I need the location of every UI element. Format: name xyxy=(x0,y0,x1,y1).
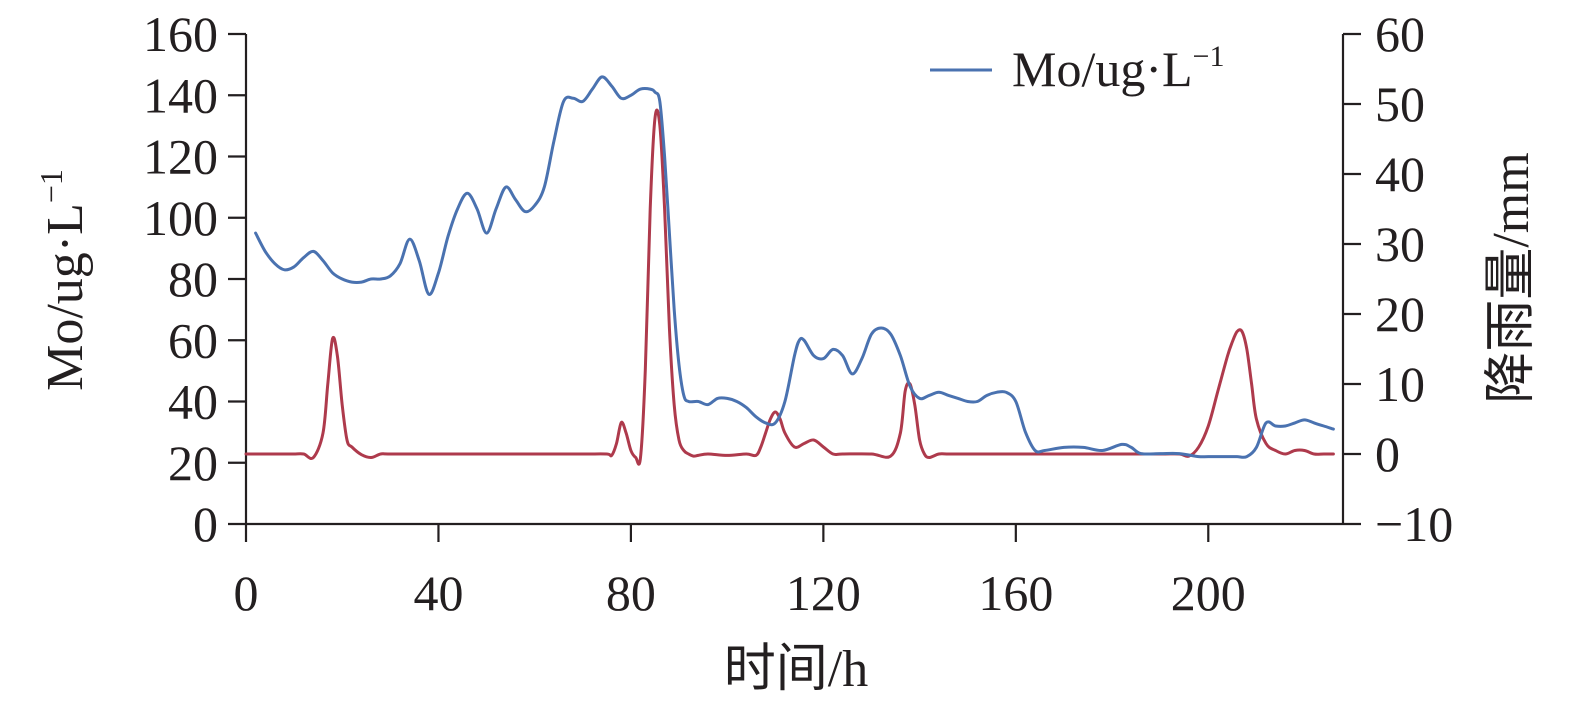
x-tick-label: 40 xyxy=(413,565,463,621)
axes: 0 40 80 120 160 200020406080100120140160−1001… xyxy=(143,6,1453,621)
x-tick-label: 120 xyxy=(786,565,861,621)
y-left-tick-label: 100 xyxy=(143,190,218,246)
x-tick-label: 0 xyxy=(234,565,259,621)
y-left-tick-label: 20 xyxy=(168,435,218,491)
y-right-tick-label: 0 xyxy=(1375,426,1400,482)
x-axis-title: 时间/h xyxy=(724,641,868,698)
y-left-tick-label: 80 xyxy=(168,251,218,307)
x-tick-label: 160 xyxy=(978,565,1053,621)
y-left-tick-label: 160 xyxy=(143,6,218,62)
y-axis-right-title: 降雨量/mm xyxy=(1483,152,1540,403)
y-right-tick-label: 60 xyxy=(1375,6,1425,62)
y-left-tick-label: 120 xyxy=(143,129,218,185)
series-layer xyxy=(244,75,1335,466)
x-tick-label: 200 xyxy=(1171,565,1246,621)
y-left-tick-label: 140 xyxy=(143,67,218,123)
legend-label-mo: Mo/ug·L−1 xyxy=(1012,40,1224,97)
y-axis-left-title: Mo/ug·L−1 xyxy=(33,169,94,391)
y-right-tick-label: 10 xyxy=(1375,356,1425,412)
y-right-tick-label: −10 xyxy=(1375,496,1453,552)
x-tick-label: 80 xyxy=(606,565,656,621)
series-line-mo xyxy=(254,75,1335,459)
y-right-tick-label: 40 xyxy=(1375,146,1425,202)
y-left-tick-label: 60 xyxy=(168,312,218,368)
y-right-tick-label: 50 xyxy=(1375,76,1425,132)
series-line-rainfall xyxy=(244,108,1335,466)
y-left-tick-label: 0 xyxy=(193,496,218,552)
y-right-tick-label: 20 xyxy=(1375,286,1425,342)
y-right-tick-label: 30 xyxy=(1375,216,1425,272)
legend: Mo/ug·L−1 xyxy=(930,40,1224,97)
y-left-tick-label: 40 xyxy=(168,374,218,430)
